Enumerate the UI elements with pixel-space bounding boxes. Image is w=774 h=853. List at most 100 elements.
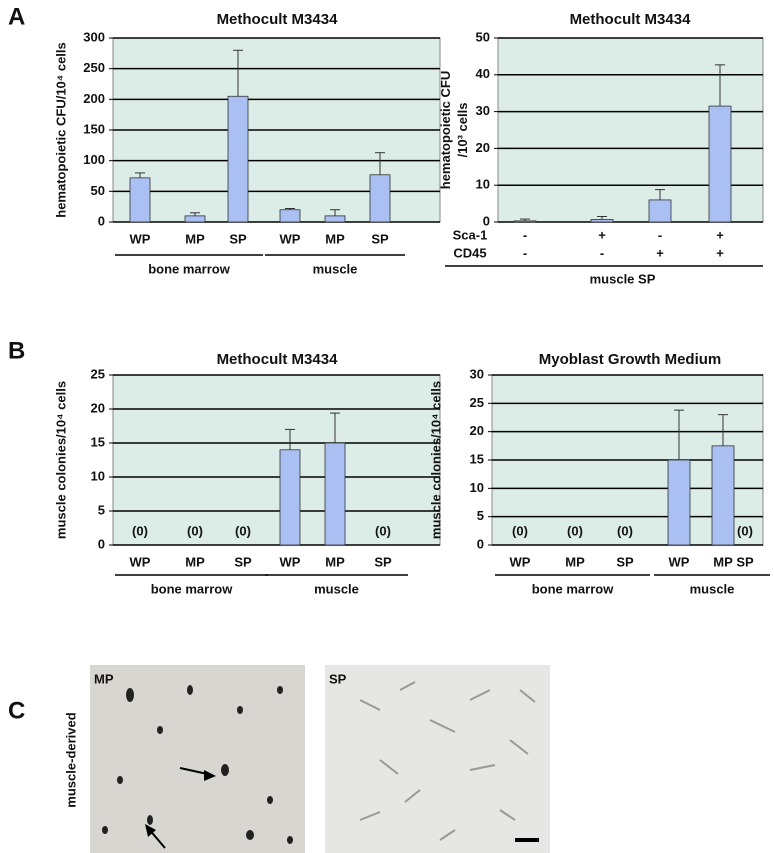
value-label: (0) (187, 523, 203, 538)
row-value: + (656, 245, 664, 260)
x-tick-label: MP (713, 554, 733, 569)
bar (648, 199, 672, 223)
y-tick-label: 50 (476, 29, 490, 44)
chart-title: Methocult M3434 (217, 11, 339, 28)
y-tick-label: 5 (98, 502, 105, 517)
y-tick-label: 25 (91, 366, 105, 381)
y-tick-label: 0 (98, 536, 105, 551)
y-tick-label: 40 (476, 66, 490, 81)
bar (667, 459, 691, 546)
group-label: muscle SP (590, 271, 656, 286)
bar (279, 449, 301, 546)
value-label: (0) (132, 523, 148, 538)
bar (227, 95, 249, 223)
y-axis-label: hematopoietic CFU (438, 71, 453, 189)
x-tick-label: MP (185, 231, 205, 246)
y-tick-label: 0 (98, 213, 105, 228)
y-axis-label: hematopoietic CFU/10⁴ cells (53, 42, 68, 217)
value-label: (0) (375, 523, 391, 538)
chart-title: Methocult M3434 (217, 351, 339, 368)
y-tick-label: 30 (476, 103, 490, 118)
chart-title: Methocult M3434 (570, 11, 692, 28)
x-tick-label: WP (510, 554, 531, 569)
x-tick-label: WP (130, 554, 151, 569)
y-tick-label: 250 (83, 60, 105, 75)
row-value: - (658, 227, 662, 242)
micrograph-sp (325, 665, 550, 853)
value-label: (0) (737, 523, 753, 538)
bar (369, 174, 391, 223)
x-tick-label: SP (616, 554, 634, 569)
y-tick-label: 300 (83, 29, 105, 44)
bar (324, 215, 346, 223)
x-tick-label: SP (736, 554, 754, 569)
group-label: bone marrow (532, 581, 615, 596)
y-tick-label: 150 (83, 121, 105, 136)
y-tick-label: 200 (83, 91, 105, 106)
y-tick-label: 15 (91, 434, 105, 449)
row-value: + (716, 227, 724, 242)
y-tick-label: 50 (91, 183, 105, 198)
value-label: (0) (567, 523, 583, 538)
row-value: - (523, 227, 527, 242)
bar (279, 209, 301, 223)
group-label: bone marrow (148, 261, 231, 276)
group-label: muscle (690, 581, 735, 596)
bar (129, 177, 151, 223)
y-tick-label: 0 (477, 536, 484, 551)
y-axis-label: /10³ cells (455, 103, 470, 158)
group-label: bone marrow (151, 581, 234, 596)
y-tick-label: 10 (91, 468, 105, 483)
x-tick-label: SP (234, 554, 252, 569)
x-tick-label: MP (185, 554, 205, 569)
y-axis-label: muscle colonies/10⁴ cells (53, 381, 68, 539)
row-value: + (598, 227, 606, 242)
y-tick-label: 10 (476, 177, 490, 192)
y-tick-label: 0 (483, 213, 490, 228)
y-tick-label: 20 (91, 400, 105, 415)
panel-letter: B (8, 337, 25, 364)
x-tick-label: SP (374, 554, 392, 569)
y-tick-label: 5 (477, 508, 484, 523)
group-label: muscle (313, 261, 358, 276)
bar (711, 445, 735, 546)
x-tick-label: SP (371, 231, 389, 246)
value-label: (0) (512, 523, 528, 538)
x-tick-label: WP (130, 231, 151, 246)
panel-letter: C (8, 697, 25, 724)
y-tick-label: 15 (470, 451, 484, 466)
bar (708, 105, 732, 223)
bar (184, 215, 206, 223)
y-tick-label: 30 (470, 366, 484, 381)
micrograph-mp (90, 665, 305, 853)
plot-area (112, 374, 441, 546)
image-ylabel: muscle-derived (63, 712, 78, 807)
y-tick-label: 10 (470, 480, 484, 495)
image-label: MP (94, 671, 114, 686)
x-tick-label: WP (280, 231, 301, 246)
x-tick-label: WP (280, 554, 301, 569)
x-tick-label: MP (565, 554, 585, 569)
panel-letter: A (8, 3, 25, 30)
bar (590, 219, 614, 223)
row-label: Sca-1 (453, 227, 488, 242)
y-axis-label: muscle colonies/10⁴ cells (428, 381, 443, 539)
y-tick-label: 25 (470, 395, 484, 410)
value-label: (0) (235, 523, 251, 538)
row-label: CD45 (453, 245, 486, 260)
y-tick-label: 100 (83, 152, 105, 167)
value-label: (0) (617, 523, 633, 538)
row-value: - (600, 245, 604, 260)
chart-title: Myoblast Growth Medium (539, 351, 722, 368)
image-label: SP (329, 671, 347, 686)
x-tick-label: SP (229, 231, 247, 246)
x-tick-label: MP (325, 231, 345, 246)
y-tick-label: 20 (476, 140, 490, 155)
x-tick-label: WP (669, 554, 690, 569)
row-value: - (523, 245, 527, 260)
bar (513, 220, 537, 223)
x-tick-label: MP (325, 554, 345, 569)
group-label: muscle (314, 581, 359, 596)
y-tick-label: 20 (470, 423, 484, 438)
